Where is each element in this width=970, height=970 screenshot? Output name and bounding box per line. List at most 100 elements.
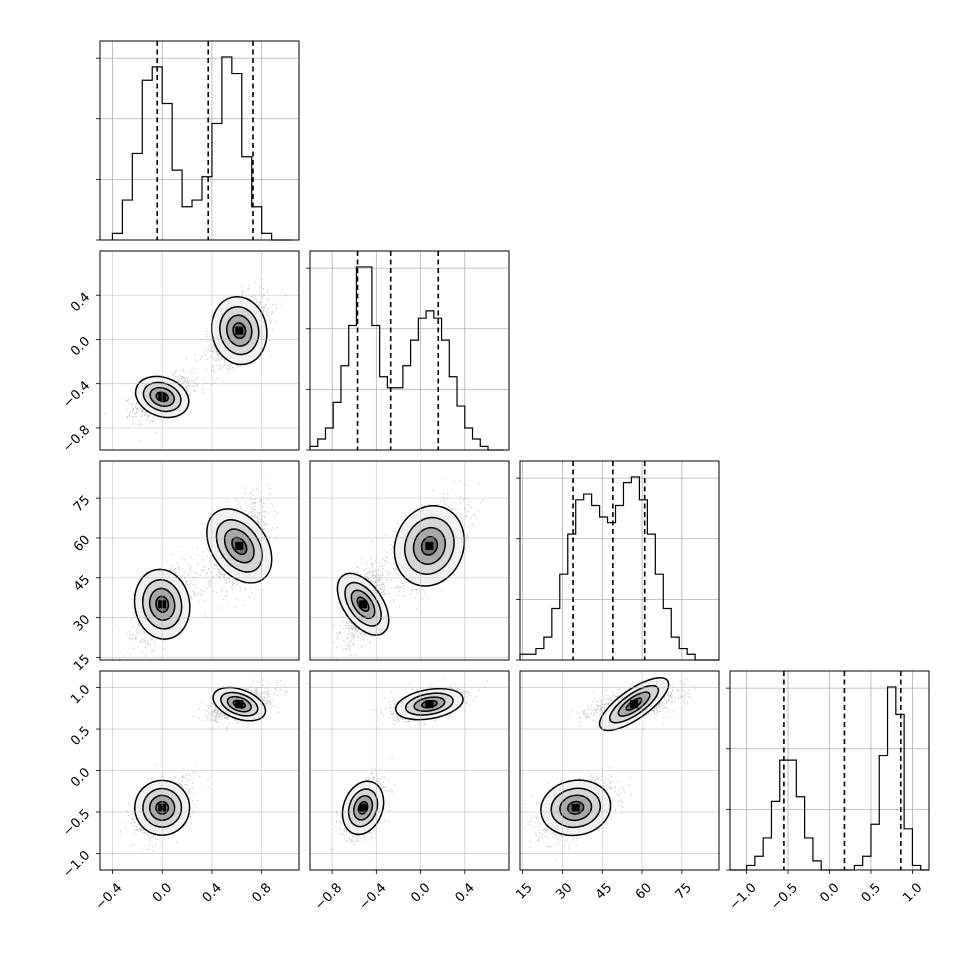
y-tick-label: 1.0 (68, 682, 93, 707)
density-peak (359, 803, 368, 812)
contour-level-0 (598, 677, 670, 732)
contour-level-2 (559, 794, 593, 822)
y-tick-label: 0.0 (68, 765, 93, 790)
contour-level-2 (617, 691, 651, 717)
panel-frame (309, 250, 510, 451)
contour-level-2 (412, 526, 447, 565)
contour-level-0 (540, 779, 612, 837)
scatter-panel-3-0: −1.0 −0.5 0.0 0.5 1.0 (60, 670, 300, 881)
contour-level-0 (212, 686, 267, 722)
contour-level-3 (420, 536, 439, 556)
density-peak (235, 700, 244, 709)
contour-level-1 (141, 578, 183, 630)
y-tick-label: 60 (71, 533, 93, 555)
y-tick-label: −0.5 (60, 807, 93, 840)
contour-level-0 (393, 505, 466, 587)
y-tick-label: −1.0 (60, 848, 93, 881)
panel-frame (309, 670, 510, 871)
scatter-panel-2-0: 15 30 45 60 75 (71, 460, 300, 674)
y-tick-label: 15 (71, 652, 93, 674)
y-tick-label: −0.8 (60, 423, 93, 456)
contour-level-2 (226, 314, 253, 347)
contour-level-2 (149, 386, 176, 408)
panel-frame (99, 40, 300, 241)
panel-frame (309, 460, 510, 661)
x-tick-label: 15 (513, 880, 535, 902)
x-tick-label: 0.8 (250, 880, 275, 905)
contour-level-2 (413, 696, 446, 712)
y-tick-label: 75 (71, 493, 93, 515)
x-tick-label: 30 (553, 880, 575, 902)
histogram-step-0 (111, 56, 292, 241)
panel-content (310, 671, 509, 870)
contour-level-2 (223, 528, 255, 564)
panel-frame (99, 250, 300, 451)
x-tick-label: −1.0 (727, 880, 760, 913)
x-tick-label: −0.4 (93, 880, 126, 913)
x-tick-label: 0.0 (408, 880, 433, 905)
x-axis-0: −0.4 0.0 0.4 0.8 (93, 870, 275, 913)
y-tick-label: −0.4 (60, 378, 93, 411)
histogram-step-2 (519, 476, 719, 661)
x-axis-1: −0.8 −0.4 0.0 0.4 (312, 870, 478, 913)
x-tick-label: −0.8 (312, 880, 345, 913)
x-tick-label: 0.5 (859, 880, 884, 905)
panel-content (520, 671, 719, 870)
y-tick-label: 0.4 (68, 290, 93, 315)
x-tick-label: 60 (633, 880, 655, 902)
contour-level-1 (215, 519, 263, 573)
contour-level-0 (341, 780, 385, 836)
contour-level-2 (226, 695, 252, 713)
scatter-panel-1-0: −0.8 −0.4 0.0 0.4 (60, 250, 300, 456)
contour-level-2 (148, 587, 176, 621)
contour-level-0 (133, 568, 191, 640)
density-peak (630, 700, 639, 709)
contour-level-3 (155, 595, 170, 613)
panel-content (310, 461, 509, 660)
hist-panel-2 (516, 460, 720, 661)
contour-level-3 (155, 800, 170, 815)
contour-level-0 (336, 572, 390, 636)
contour-level-3 (232, 322, 247, 340)
contour-level-2 (149, 794, 176, 821)
x-tick-label: 75 (673, 880, 695, 902)
x-axis-2: 15 30 45 60 75 (513, 870, 695, 903)
panel-frame (99, 460, 300, 661)
contour-level-1 (220, 691, 259, 717)
contour-level-0 (395, 687, 464, 721)
panel-frame (519, 670, 720, 871)
y-tick-label: 0.0 (68, 334, 93, 359)
contour-level-0 (134, 375, 190, 419)
x-tick-label: 0.0 (817, 880, 842, 905)
hist-panel-1 (306, 250, 510, 451)
x-tick-label: 0.0 (150, 880, 175, 905)
contour-level-3 (357, 801, 369, 815)
contour-level-0 (134, 779, 191, 836)
scatter-panel-3-2 (519, 670, 720, 871)
scatter-panel-3-1 (309, 670, 510, 871)
x-tick-label: −0.5 (768, 880, 801, 913)
contour-level-1 (142, 787, 183, 828)
x-axis-3: −1.0 −0.5 0.0 0.5 1.0 (727, 870, 925, 913)
contour-level-2 (352, 794, 374, 821)
contour-level-1 (219, 305, 260, 356)
density-peak (571, 803, 580, 812)
panel-content (100, 461, 299, 660)
hist-panel-3 (726, 670, 930, 871)
contour-level-3 (567, 800, 585, 815)
y-tick-label: 45 (71, 572, 93, 594)
density-peak (425, 541, 434, 550)
density-peak (235, 326, 244, 335)
y-tick-label: 30 (71, 612, 93, 634)
histogram-step-1 (309, 266, 504, 451)
x-tick-label: 0.4 (200, 880, 225, 905)
x-tick-label: 0.4 (453, 880, 478, 905)
panel-content (100, 671, 299, 870)
x-tick-label: −0.4 (356, 880, 389, 913)
x-tick-label: 45 (593, 880, 615, 902)
density-peak (359, 600, 368, 609)
hist-panel-0 (96, 40, 300, 241)
contour-level-1 (404, 692, 454, 716)
y-tick-label: 0.5 (68, 724, 93, 749)
